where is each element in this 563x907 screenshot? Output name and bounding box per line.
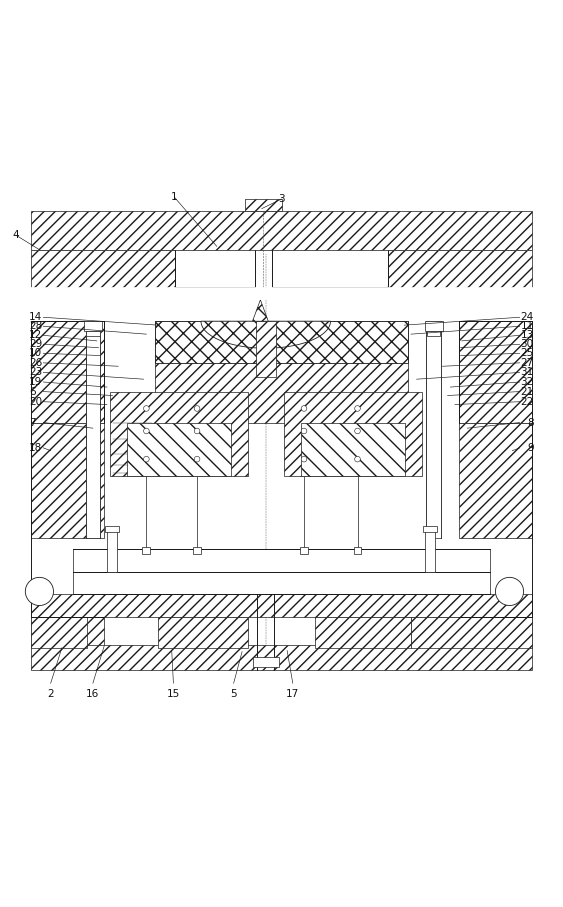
Bar [31, 645, 532, 670]
Circle shape [25, 578, 53, 606]
Text: 26: 26 [29, 358, 43, 368]
Bar [84, 321, 102, 331]
Bar [284, 392, 422, 476]
Text: 18: 18 [29, 443, 43, 453]
Bar [423, 525, 437, 532]
Text: 23: 23 [29, 367, 43, 377]
Bar [459, 321, 532, 423]
Text: 12: 12 [29, 330, 43, 340]
Bar [107, 527, 117, 571]
Bar [31, 617, 104, 648]
Bar [31, 249, 175, 290]
Bar [301, 423, 405, 476]
Text: 5: 5 [230, 688, 237, 698]
Text: 31: 31 [520, 367, 534, 377]
Bar [155, 321, 408, 423]
Bar [425, 321, 443, 331]
Circle shape [495, 578, 524, 606]
Bar [105, 525, 119, 532]
Text: 20: 20 [29, 396, 42, 406]
Text: 25: 25 [520, 348, 534, 358]
Text: 2: 2 [47, 688, 54, 698]
Bar [315, 617, 411, 648]
Text: 27: 27 [520, 358, 534, 368]
Bar [31, 321, 104, 423]
Bar [31, 423, 104, 538]
Bar [127, 423, 231, 476]
Text: 28: 28 [29, 321, 43, 331]
Text: 8: 8 [527, 417, 534, 427]
Bar [73, 571, 490, 594]
Bar [31, 617, 87, 648]
Text: 1: 1 [171, 192, 178, 202]
Bar [354, 547, 361, 553]
Bar [110, 392, 248, 476]
Bar [73, 550, 490, 571]
Bar [142, 547, 150, 553]
Bar [459, 617, 532, 648]
Polygon shape [253, 300, 268, 321]
Bar [459, 423, 532, 538]
Text: 32: 32 [520, 377, 534, 387]
Bar [0, 288, 563, 298]
Bar [31, 211, 532, 249]
Polygon shape [201, 321, 330, 348]
Bar [155, 321, 408, 364]
Text: 22: 22 [520, 396, 534, 406]
Text: 24: 24 [520, 312, 534, 322]
Text: 7: 7 [29, 417, 36, 427]
Bar [427, 321, 441, 538]
Text: 21: 21 [520, 386, 534, 396]
Text: 19: 19 [29, 377, 43, 387]
Text: 29: 29 [29, 339, 43, 349]
Bar [300, 547, 308, 553]
Circle shape [194, 428, 200, 434]
Text: 13: 13 [520, 330, 534, 340]
Circle shape [355, 456, 360, 462]
Text: 14: 14 [29, 312, 43, 322]
Circle shape [194, 456, 200, 462]
Bar [427, 331, 440, 336]
Bar [31, 594, 532, 617]
Bar [86, 321, 100, 538]
Text: 17: 17 [286, 688, 300, 698]
Bar [253, 658, 279, 668]
Circle shape [301, 456, 307, 462]
Circle shape [355, 405, 360, 411]
Bar [193, 547, 201, 553]
Text: 11: 11 [520, 321, 534, 331]
Circle shape [144, 456, 149, 462]
Text: 10: 10 [29, 348, 42, 358]
Bar [411, 617, 532, 648]
Text: 3: 3 [278, 194, 285, 204]
Bar [158, 617, 248, 648]
Circle shape [301, 428, 307, 434]
Text: 15: 15 [167, 688, 180, 698]
Bar [425, 527, 435, 571]
Circle shape [355, 428, 360, 434]
Text: 9: 9 [527, 443, 534, 453]
Text: 4: 4 [12, 230, 19, 240]
Circle shape [301, 405, 307, 411]
Bar [245, 199, 282, 211]
Text: 6: 6 [29, 386, 36, 396]
Bar [256, 321, 276, 377]
Circle shape [144, 405, 149, 411]
Text: 30: 30 [521, 339, 534, 349]
Text: 16: 16 [86, 688, 100, 698]
Bar [388, 249, 532, 290]
Bar [86, 331, 100, 336]
Circle shape [144, 428, 149, 434]
Circle shape [194, 405, 200, 411]
